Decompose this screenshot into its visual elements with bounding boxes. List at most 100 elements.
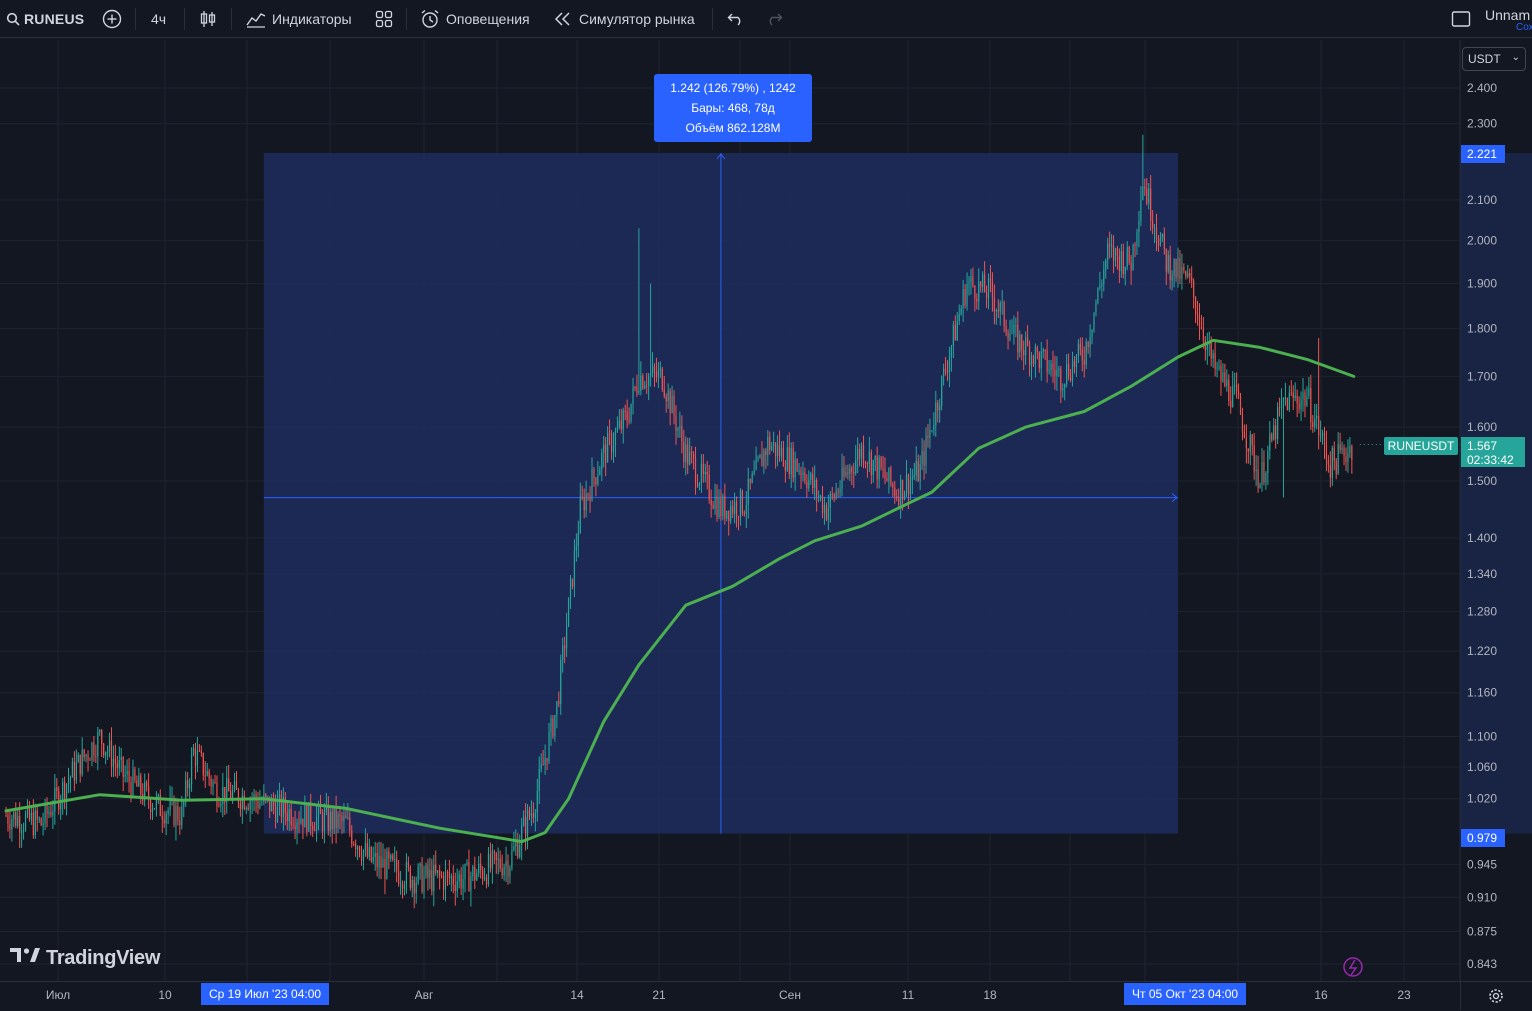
interval-button[interactable]: 4ч: [151, 0, 166, 38]
candle-body: [517, 842, 519, 857]
candle-body: [1296, 395, 1298, 404]
candle-body: [767, 436, 769, 455]
tradingview-logo[interactable]: TradingView: [10, 946, 160, 970]
price-tick-label: 1.020: [1467, 792, 1497, 806]
candle-body: [560, 659, 562, 705]
candle-body: [401, 883, 404, 889]
candle-body: [935, 402, 937, 426]
candle-body: [972, 276, 974, 287]
candle-body: [796, 459, 798, 472]
candle-body: [1099, 286, 1101, 289]
candle-body: [1228, 379, 1230, 401]
candle-body: [640, 375, 642, 391]
candle-body: [56, 787, 58, 791]
candle-body: [825, 505, 827, 520]
candle-body: [829, 493, 831, 508]
price-tick-label: 2.300: [1467, 117, 1497, 131]
symbol-search-button[interactable]: RUNEUS: [6, 0, 84, 38]
chart-type-button[interactable]: [199, 0, 217, 38]
candle-body: [144, 782, 146, 801]
candle-body: [1288, 392, 1290, 411]
price-tick-label: 1.060: [1467, 760, 1497, 774]
candle-body: [374, 853, 376, 858]
candle-body: [980, 281, 982, 287]
candle-body: [77, 754, 79, 763]
settings-gear-icon[interactable]: [1488, 988, 1504, 1009]
candle-body: [364, 843, 367, 851]
undo-button[interactable]: [727, 0, 745, 38]
candle-body: [966, 284, 968, 306]
indicators-button[interactable]: Индикаторы: [246, 0, 352, 38]
price-tick-label: 2.100: [1467, 193, 1497, 207]
measure-tooltip: 1.242 (126.79%) , 1242 Бары: 468, 78д Об…: [654, 74, 812, 142]
candle-body: [450, 876, 452, 879]
plus-circle-icon: [102, 9, 122, 29]
range-start-time-flag: Ср 19 Июл '23 04:00: [201, 983, 330, 1005]
candle-body: [1230, 400, 1232, 408]
price-axis: 2.400 2.300 2.100 2.000 1.900 1.800 1.700 1.600…: [1359, 40, 1497, 981]
candle-body: [134, 769, 136, 781]
candle-body: [1026, 337, 1029, 346]
candle-body: [702, 463, 704, 475]
candle-body: [1237, 391, 1240, 397]
candle-body: [425, 865, 427, 876]
candle-body: [67, 780, 70, 785]
candle-body: [1054, 369, 1056, 377]
replay-button[interactable]: Симулятор рынка: [554, 0, 695, 38]
compare-symbol-button[interactable]: [102, 0, 122, 38]
candle-body: [1171, 275, 1173, 281]
candle-body: [759, 454, 761, 459]
candle-body: [1152, 220, 1154, 229]
candle-body: [216, 782, 218, 806]
candle-body: [915, 460, 917, 476]
currency-select[interactable]: USDT ⌄: [1462, 47, 1526, 71]
candle-body: [315, 816, 318, 831]
redo-button[interactable]: [765, 0, 783, 38]
candle-body: [388, 851, 390, 859]
candle-body: [140, 775, 142, 795]
candle-body: [849, 467, 851, 474]
candle-body: [802, 472, 804, 476]
candle-body: [1001, 302, 1003, 304]
candle-body: [230, 791, 232, 800]
price-chart[interactable]: 2.400 2.300 2.100 2.000 1.900 1.800 1.700 1.600…: [0, 40, 1532, 981]
candle-body: [499, 858, 501, 869]
candle-body: [769, 436, 771, 451]
candle-body: [62, 781, 64, 801]
candle-body: [1062, 388, 1064, 391]
candle-body: [95, 755, 97, 757]
time-axis[interactable]: Июл 10 Авг 14 21 Сен 11 18 16 23 Ср 19 И…: [0, 981, 1460, 1011]
currency-label: USDT: [1468, 52, 1501, 66]
lightning-icon[interactable]: [1343, 957, 1363, 977]
candle-body: [1036, 346, 1038, 353]
candle-body: [835, 491, 837, 498]
candle-body: [1247, 448, 1249, 452]
layout-button[interactable]: [1451, 0, 1471, 38]
layout-save-status[interactable]: Сохран: [1516, 22, 1532, 33]
candle-body: [1189, 272, 1191, 277]
candle-body: [1015, 325, 1017, 327]
candle-body: [294, 825, 296, 830]
candle-body: [245, 807, 247, 810]
candle-body: [30, 812, 32, 820]
candle-body: [288, 808, 290, 822]
candle-body: [1216, 367, 1218, 369]
symbol-price-tag: RUNEUSDT: [1384, 437, 1458, 455]
candle-body: [1153, 228, 1156, 230]
candle-body: [478, 863, 480, 874]
templates-button[interactable]: [375, 0, 393, 38]
layout-name[interactable]: Unnam: [1485, 7, 1531, 23]
candle-body: [536, 790, 538, 813]
candle-body: [265, 794, 267, 797]
candle-body: [982, 274, 984, 287]
candle-body: [1011, 333, 1013, 335]
candle-body: [21, 830, 23, 833]
candle-body: [386, 851, 388, 879]
candle-body: [1044, 349, 1046, 351]
candle-body: [526, 809, 529, 837]
candle-body: [1277, 407, 1279, 439]
candle-body: [1337, 444, 1339, 474]
candle-body: [271, 798, 273, 812]
candle-body: [730, 506, 732, 521]
alerts-button[interactable]: Оповещения: [420, 0, 530, 38]
